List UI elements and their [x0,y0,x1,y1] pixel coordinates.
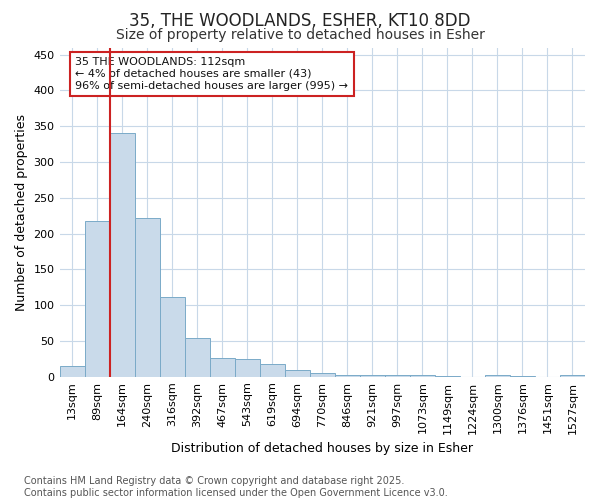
Y-axis label: Number of detached properties: Number of detached properties [15,114,28,310]
X-axis label: Distribution of detached houses by size in Esher: Distribution of detached houses by size … [171,442,473,455]
Bar [310,373,335,376]
Bar [560,374,585,376]
Text: Size of property relative to detached houses in Esher: Size of property relative to detached ho… [116,28,484,42]
Bar [410,375,435,376]
Bar [209,358,235,376]
Bar [185,338,209,376]
Text: Contains HM Land Registry data © Crown copyright and database right 2025.
Contai: Contains HM Land Registry data © Crown c… [24,476,448,498]
Bar [385,375,410,376]
Bar [85,222,110,376]
Text: 35 THE WOODLANDS: 112sqm
← 4% of detached houses are smaller (43)
96% of semi-de: 35 THE WOODLANDS: 112sqm ← 4% of detache… [76,58,349,90]
Bar [260,364,285,376]
Bar [285,370,310,376]
Bar [235,359,260,376]
Bar [485,374,510,376]
Bar [110,134,134,376]
Bar [134,218,160,376]
Text: 35, THE WOODLANDS, ESHER, KT10 8DD: 35, THE WOODLANDS, ESHER, KT10 8DD [129,12,471,30]
Bar [335,374,360,376]
Bar [59,366,85,376]
Bar [360,375,385,376]
Bar [160,296,185,376]
